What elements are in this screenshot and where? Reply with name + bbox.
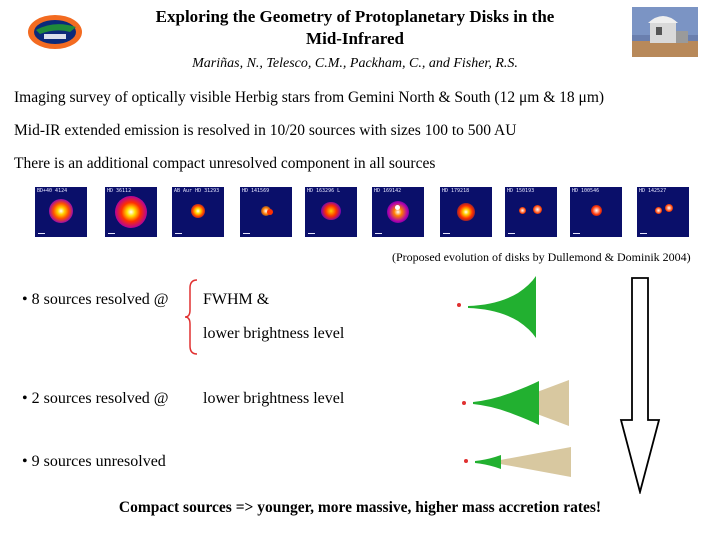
title-line-2: Mid-Infrared	[306, 29, 404, 48]
point-resolved: Mid-IR extended emission is resolved in …	[14, 122, 517, 139]
thumbnail-label: HD 169142	[374, 188, 402, 194]
thumbnail-image: HD 36112	[105, 187, 157, 237]
title-line-1: Exploring the Geometry of Protoplanetary…	[155, 7, 555, 26]
observatory-photo-icon	[632, 7, 698, 57]
thumbnail-label: HD 179218	[442, 188, 470, 194]
thumbnail-image: HD 141569	[240, 187, 292, 237]
thumbnail-label: HD 100546	[572, 188, 600, 194]
gator-logo-icon	[26, 12, 84, 52]
flared-disk-icon	[468, 275, 568, 344]
thumbnail-image: HD 100546	[570, 187, 622, 237]
point-compact: There is an additional compact unresolve…	[14, 155, 436, 172]
thumbnail-image: HD 142527	[637, 187, 689, 237]
thumbnail-label: AB Aur HD 31293	[174, 188, 220, 194]
star-dot-icon	[464, 459, 468, 463]
conclusion: Compact sources => younger, more massive…	[118, 499, 602, 516]
self-shadowed-disk-icon	[473, 378, 573, 433]
criterion-fwhm: FWHM &	[203, 291, 270, 308]
bullet-2-resolved: • 2 sources resolved @	[22, 390, 169, 407]
thumbnail-label: HD 163296 L	[307, 188, 341, 194]
thumbnail-label: HD 141569	[242, 188, 270, 194]
thumbnail-image: HD 179218	[440, 187, 492, 237]
authors: Mariñas, N., Telesco, C.M., Packham, C.,…	[192, 56, 518, 71]
criterion-brightness: lower brightness level	[203, 325, 345, 342]
thumbnail-label: HD 142527	[639, 188, 667, 194]
thumbnail-image: HD 150193	[505, 187, 557, 237]
evolution-arrow-icon	[619, 276, 661, 499]
flat-disk-icon	[475, 445, 575, 484]
star-dot-icon	[462, 401, 466, 405]
thumbnail-label: HD 36112	[107, 188, 132, 194]
criterion-brightness-2: lower brightness level	[203, 390, 345, 407]
figure-caption: (Proposed evolution of disks by Dullemon…	[392, 250, 691, 264]
thumbnail-label: HD 150193	[507, 188, 535, 194]
star-dot-icon	[457, 303, 461, 307]
thumbnail-image: HD 163296 L	[305, 187, 357, 237]
thumbnail-image: AB Aur HD 31293	[172, 187, 224, 237]
bullet-8-resolved: • 8 sources resolved @	[22, 291, 169, 308]
point-survey: Imaging survey of optically visible Herb…	[14, 89, 605, 106]
thumbnail-image: BD+40 4124	[35, 187, 87, 237]
thumbnail-label: BD+40 4124	[37, 188, 68, 194]
bullet-9-unresolved: • 9 sources unresolved	[22, 453, 166, 470]
page-title: Exploring the Geometry of Protoplanetary…	[100, 6, 610, 50]
thumbnail-image: HD 169142	[372, 187, 424, 237]
curly-brace-icon	[183, 278, 199, 361]
